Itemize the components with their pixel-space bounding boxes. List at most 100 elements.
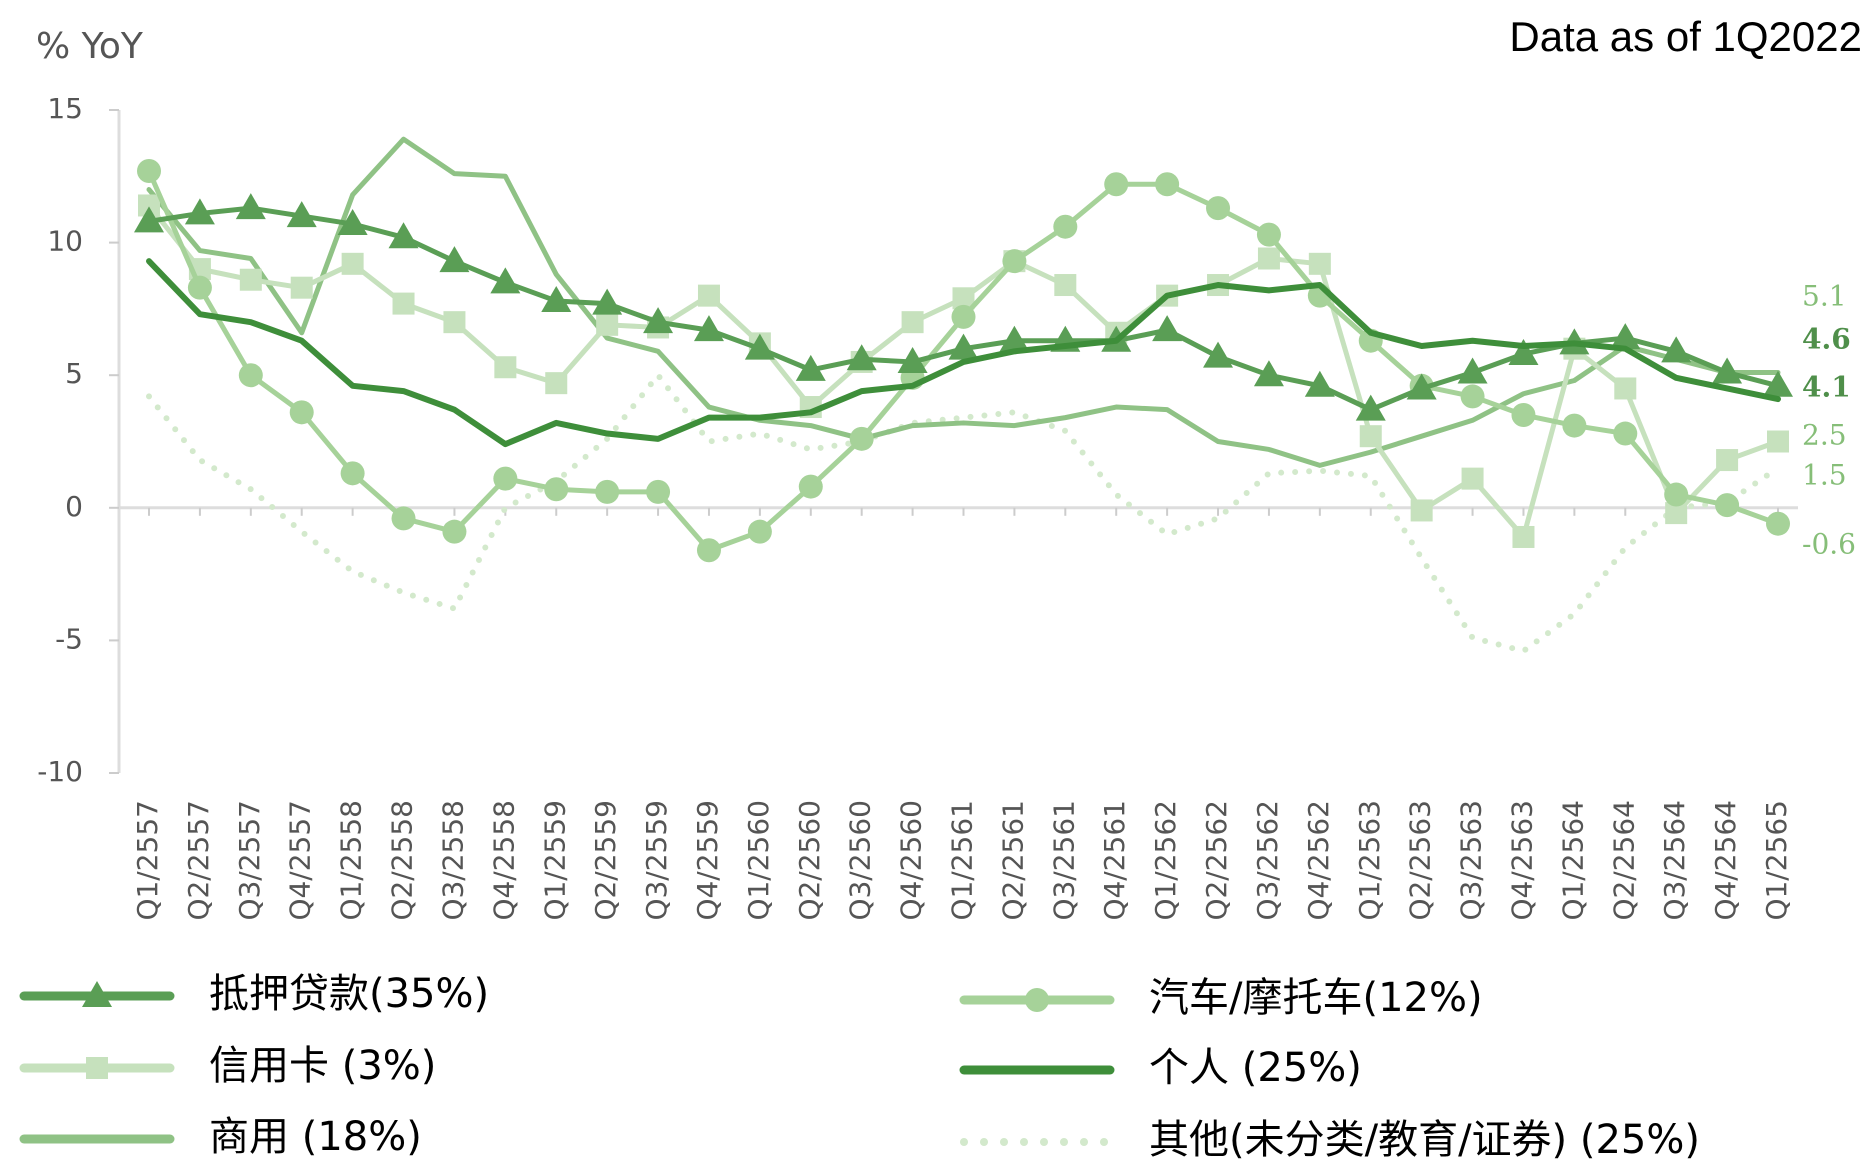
x-tick-label: Q1/2559 xyxy=(538,800,571,921)
x-tick-label: Q2/2561 xyxy=(996,800,1029,921)
data-point xyxy=(1460,384,1485,409)
x-tick-label: Q4/2557 xyxy=(284,800,317,921)
end-label: 4.6 xyxy=(1802,323,1851,356)
data-point xyxy=(744,333,775,360)
data-point xyxy=(1763,370,1793,397)
legend-marker xyxy=(86,1057,108,1079)
data-point xyxy=(952,287,975,310)
data-point xyxy=(1508,338,1539,365)
legend-label: 商用 (18%) xyxy=(209,1114,422,1160)
data-point xyxy=(1155,172,1180,197)
x-tick-label: Q1/2565 xyxy=(1760,800,1793,921)
data-point xyxy=(849,426,874,451)
data-point xyxy=(1104,172,1129,197)
data-point xyxy=(846,344,877,371)
data-point xyxy=(1562,413,1587,438)
data-point xyxy=(1665,502,1688,525)
data-point xyxy=(646,479,671,504)
data-point xyxy=(544,477,569,502)
x-tick-label: Q1/2564 xyxy=(1556,800,1589,921)
data-point xyxy=(1664,482,1689,507)
x-tick-label: Q2/2557 xyxy=(182,800,215,921)
y-tick-label: 10 xyxy=(47,225,83,258)
x-tick-label: Q4/2558 xyxy=(487,800,520,921)
legend-marker xyxy=(1025,988,1049,1012)
data-point xyxy=(138,194,160,217)
data-point xyxy=(901,311,924,334)
legend-marker xyxy=(82,981,112,1007)
legend-label: 信用卡 (3%) xyxy=(209,1043,436,1089)
x-tick-label: Q2/2564 xyxy=(1607,800,1640,921)
x-tick-label: Q2/2560 xyxy=(793,800,826,921)
x-tick-label: Q1/2561 xyxy=(946,800,979,921)
data-point xyxy=(697,284,720,307)
data-point xyxy=(897,346,928,373)
data-point xyxy=(289,400,314,425)
x-tick-label: Q1/2563 xyxy=(1353,800,1386,921)
data-point xyxy=(1359,425,1382,448)
x-tick-label: Q3/2564 xyxy=(1658,800,1691,921)
data-point xyxy=(137,158,161,183)
data-point xyxy=(1511,402,1536,427)
x-tick-label: Q4/2562 xyxy=(1302,800,1335,921)
x-tick-label: Q3/2563 xyxy=(1455,800,1488,921)
subtitle: Data as of 1Q2022 xyxy=(1509,13,1862,60)
x-tick-label: Q2/2562 xyxy=(1200,800,1233,921)
x-tick-label: Q4/2561 xyxy=(1098,800,1131,921)
data-point xyxy=(1054,274,1077,297)
end-label: 4.1 xyxy=(1802,371,1851,404)
data-point xyxy=(493,466,518,491)
data-point xyxy=(1712,357,1743,384)
x-tick-label: Q2/2558 xyxy=(386,800,419,921)
x-tick-label: Q3/2559 xyxy=(640,800,673,921)
data-point xyxy=(696,538,721,563)
y-tick-label: -10 xyxy=(37,755,83,788)
legend-label: 汽车/摩托车(12%) xyxy=(1149,975,1483,1021)
data-point xyxy=(948,333,979,360)
x-tick-label: Q3/2558 xyxy=(436,800,469,921)
data-point xyxy=(238,363,263,388)
data-point xyxy=(1308,252,1331,275)
data-point xyxy=(1002,249,1027,274)
data-point xyxy=(1410,499,1433,522)
data-point xyxy=(494,356,517,379)
data-point xyxy=(187,275,212,300)
data-point xyxy=(1256,222,1281,247)
x-tick-label: Q4/2563 xyxy=(1505,800,1538,921)
x-tick-label: Q4/2564 xyxy=(1709,800,1742,921)
data-point xyxy=(1152,315,1183,342)
data-point xyxy=(1610,323,1641,350)
series-line xyxy=(146,202,1781,540)
data-point xyxy=(490,267,521,294)
end-label: 5.1 xyxy=(1802,280,1847,313)
data-point xyxy=(1715,493,1740,518)
data-point xyxy=(239,268,262,291)
data-point xyxy=(596,313,619,336)
data-point xyxy=(290,276,313,299)
data-point xyxy=(1614,377,1637,400)
data-point xyxy=(286,201,317,228)
data-point xyxy=(341,252,364,275)
data-point xyxy=(1461,467,1484,490)
x-tick-label: Q2/2563 xyxy=(1404,800,1437,921)
legend-label: 个人 (25%) xyxy=(1149,1045,1362,1091)
data-point xyxy=(134,206,164,233)
data-point xyxy=(1304,370,1335,397)
data-point xyxy=(1766,511,1790,536)
data-point xyxy=(545,372,568,395)
end-label: 1.5 xyxy=(1802,459,1847,492)
data-point xyxy=(951,304,976,329)
data-point xyxy=(392,292,415,315)
data-point xyxy=(1613,421,1638,446)
x-tick-label: Q4/2559 xyxy=(691,800,724,921)
x-tick-label: Q1/2558 xyxy=(335,800,368,921)
x-tick-label: Q4/2560 xyxy=(895,800,928,921)
data-point xyxy=(541,285,572,312)
x-tick-label: Q1/2560 xyxy=(742,800,775,921)
y-axis-label: % YoY xyxy=(36,26,144,67)
y-tick-label: 5 xyxy=(65,357,83,390)
data-point xyxy=(235,193,266,220)
data-point xyxy=(442,519,467,544)
data-point xyxy=(795,354,826,381)
